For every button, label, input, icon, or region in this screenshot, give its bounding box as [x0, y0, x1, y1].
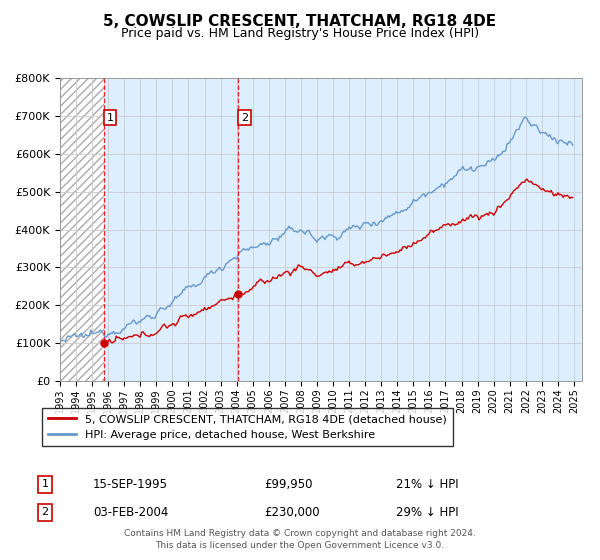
- Text: 1: 1: [41, 479, 49, 489]
- Text: £230,000: £230,000: [264, 506, 320, 519]
- Text: 1: 1: [106, 113, 113, 123]
- Text: 5, COWSLIP CRESCENT, THATCHAM, RG18 4DE: 5, COWSLIP CRESCENT, THATCHAM, RG18 4DE: [103, 14, 497, 29]
- Text: 2: 2: [241, 113, 248, 123]
- Text: 2: 2: [41, 507, 49, 517]
- Text: Price paid vs. HM Land Registry's House Price Index (HPI): Price paid vs. HM Land Registry's House …: [121, 27, 479, 40]
- Bar: [60, 78, 104, 381]
- Legend: 5, COWSLIP CRESCENT, THATCHAM, RG18 4DE (detached house), HPI: Average price, de: 5, COWSLIP CRESCENT, THATCHAM, RG18 4DE …: [41, 408, 454, 446]
- Text: £99,950: £99,950: [264, 478, 313, 491]
- Text: Contains HM Land Registry data © Crown copyright and database right 2024.
This d: Contains HM Land Registry data © Crown c…: [124, 529, 476, 550]
- Text: 29% ↓ HPI: 29% ↓ HPI: [396, 506, 458, 519]
- Text: 21% ↓ HPI: 21% ↓ HPI: [396, 478, 458, 491]
- Text: 03-FEB-2004: 03-FEB-2004: [93, 506, 169, 519]
- Text: 15-SEP-1995: 15-SEP-1995: [93, 478, 168, 491]
